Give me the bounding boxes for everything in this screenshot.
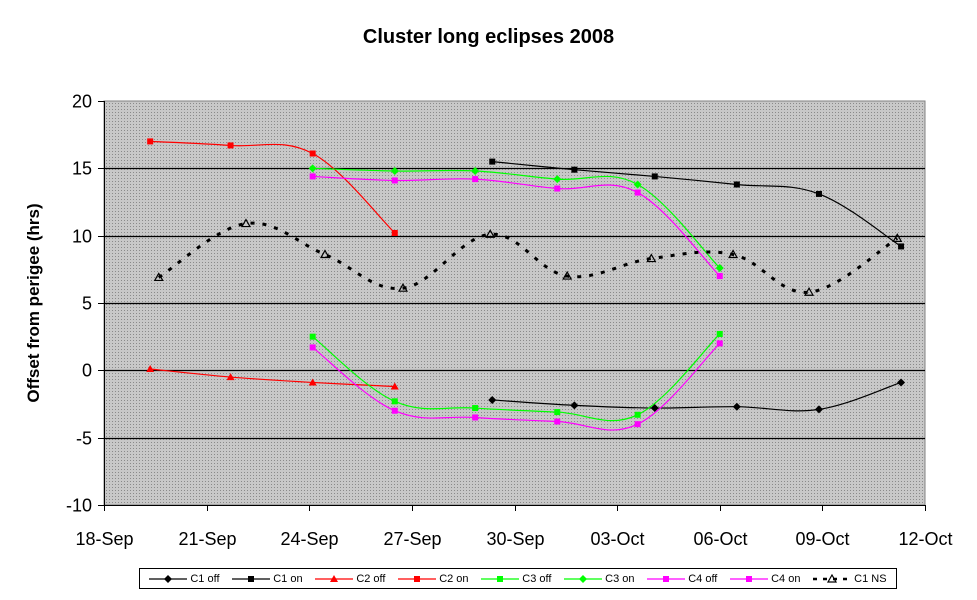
y-tick-label: 5 [82, 294, 92, 314]
series-lines [146, 138, 906, 431]
legend-swatch-icon [315, 574, 354, 582]
series-c4-off [309, 340, 723, 431]
legend-swatch-icon [564, 574, 603, 583]
legend-swatch-icon [813, 573, 852, 583]
series-c1-ns [153, 218, 903, 296]
series-c3-on [308, 164, 724, 272]
legend-label: C3 off [522, 572, 552, 585]
y-tick-label: 10 [72, 227, 92, 247]
chart-title: Cluster long eclipses 2008 [362, 26, 615, 48]
x-tick-label: 09-Oct [795, 529, 849, 549]
x-tick-label: 21-Sep [178, 529, 236, 549]
x-tick-label: 27-Sep [383, 529, 441, 549]
legend-label: C1 NS [854, 572, 887, 585]
legend-item: C4 off [647, 573, 717, 585]
legend-swatch-icon [232, 575, 271, 582]
y-tick-label: 20 [72, 92, 92, 112]
chart-legend: C1 off C1 on C2 off C2 on C3 off C3 on C4 off C… [139, 568, 897, 589]
legend-item: C2 off [315, 573, 385, 585]
legend-swatch-icon [730, 575, 769, 582]
y-tick-label: -10 [66, 496, 92, 516]
legend-label: C2 on [439, 572, 469, 585]
x-tick-label: 24-Sep [280, 529, 338, 549]
legend-swatch-icon [647, 575, 686, 582]
legend-item: C4 on [730, 573, 800, 585]
series-c3-off [309, 330, 723, 422]
legend-label: C4 on [771, 572, 801, 585]
y-tick-label: 0 [82, 361, 92, 381]
legend-label: C3 on [605, 572, 635, 585]
legend-swatch-icon [149, 574, 188, 583]
x-tick-label: 18-Sep [75, 529, 133, 549]
legend-label: C2 off [356, 572, 386, 585]
legend-item: C1 on [232, 572, 303, 585]
legend-item: C1 off [149, 572, 220, 585]
y-tick-label: -5 [76, 429, 92, 449]
legend-item: C1 NS [813, 572, 887, 585]
legend-item: C3 on [564, 572, 635, 585]
legend-swatch-icon [481, 575, 520, 582]
series-c2-off [146, 364, 399, 390]
y-tick-label: 15 [72, 159, 92, 179]
series-c1-on [489, 158, 905, 250]
x-tick-label: 30-Sep [486, 529, 544, 549]
legend-item: C3 off [481, 573, 551, 585]
legend-swatch-icon [398, 575, 437, 582]
x-tick-label: 03-Oct [590, 529, 644, 549]
axes: 20 15 10 5 0 -5 -10 18-Sep 21-Sep 24-Sep 27-Sep 30-… [66, 92, 953, 550]
x-tick-label: 12-Oct [898, 529, 952, 549]
gridlines [104, 167, 925, 440]
series-c2-on [147, 138, 398, 236]
legend-label: C1 off [190, 572, 220, 585]
legend-item: C2 on [398, 572, 469, 585]
legend-label: C4 off [688, 572, 718, 585]
legend-label: C1 on [273, 572, 303, 585]
x-tick-label: 06-Oct [693, 529, 747, 549]
series-c4-on [309, 173, 723, 280]
series-c1-off [488, 378, 906, 414]
